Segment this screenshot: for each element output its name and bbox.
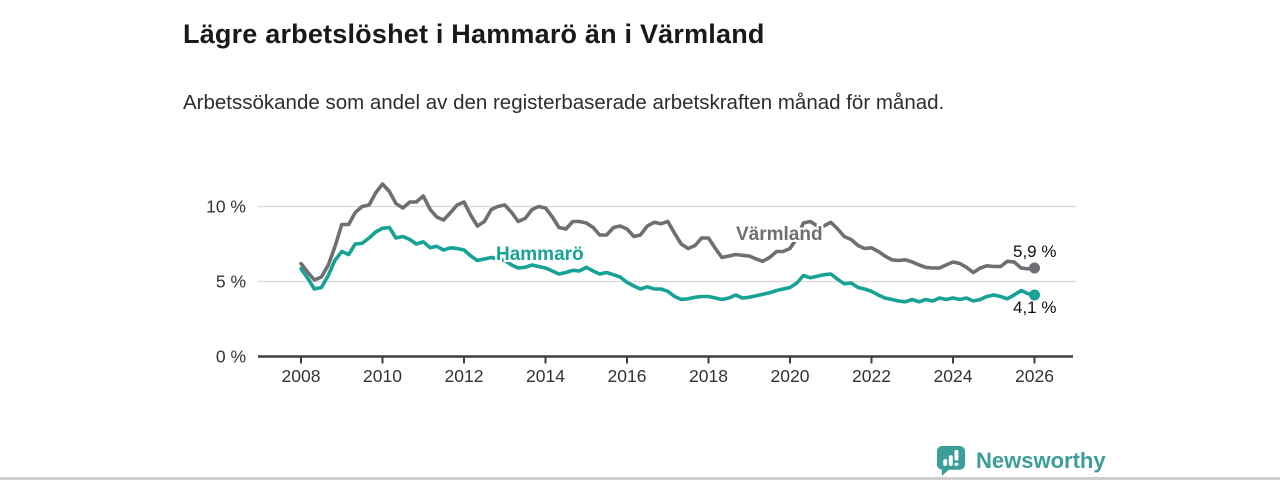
- series-line-hammarö: [299, 225, 1037, 304]
- x-tick-label: 2008: [282, 366, 321, 386]
- series-endpoint-hammarö: [1029, 289, 1040, 301]
- y-tick-label: 5 %: [216, 272, 246, 292]
- bottom-divider: [0, 477, 1280, 480]
- series-label-varmland: Värmland: [736, 224, 823, 245]
- series-line-värmland: [299, 182, 1037, 282]
- x-tick-label: 2014: [526, 366, 565, 386]
- x-tick-label: 2024: [934, 366, 973, 386]
- x-tick-label: 2010: [363, 366, 402, 386]
- newsworthy-logo[interactable]: Newsworthy: [936, 445, 1106, 477]
- series-label-hammaro: Hammarö: [496, 244, 584, 265]
- chart-subtitle: Arbetssökande som andel av den registerb…: [183, 90, 945, 114]
- page-title: Lägre arbetslöshet i Hammarö än i Värmla…: [183, 19, 765, 50]
- x-tick-label: 2018: [689, 366, 728, 386]
- x-tick-label: 2022: [852, 366, 891, 386]
- y-tick-label: 0 %: [216, 347, 246, 367]
- series-endpoint-värmland: [1029, 262, 1040, 274]
- x-tick-label: 2020: [771, 366, 810, 386]
- y-tick-label: 10 %: [206, 197, 246, 217]
- x-tick-label: 2016: [608, 366, 647, 386]
- newsworthy-icon: [936, 445, 966, 477]
- x-tick-label: 2026: [1015, 366, 1054, 386]
- newsworthy-wordmark: Newsworthy: [976, 448, 1106, 473]
- end-value-varmland: 5,9 %: [1013, 242, 1057, 261]
- x-tick-label: 2012: [445, 366, 484, 386]
- end-value-hammaro: 4,1 %: [1013, 298, 1057, 317]
